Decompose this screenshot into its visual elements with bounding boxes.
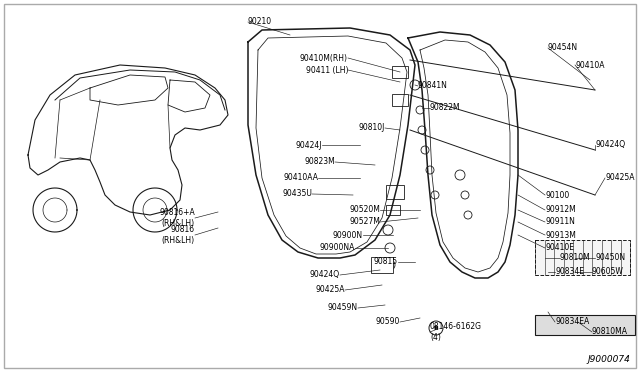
Text: 90810MA: 90810MA	[592, 327, 628, 337]
Text: 90834EA: 90834EA	[555, 317, 589, 327]
Text: 90900NA: 90900NA	[319, 244, 355, 253]
Text: 90424J: 90424J	[296, 141, 322, 150]
Text: 90810M: 90810M	[560, 253, 591, 263]
Bar	[392, 94, 408, 106]
Text: 90605W: 90605W	[592, 267, 624, 276]
Bar	[386, 185, 404, 199]
Text: 90815: 90815	[374, 257, 398, 266]
Text: J9000074: J9000074	[587, 355, 630, 364]
Text: 90810J: 90810J	[358, 124, 385, 132]
Text: 90410AA: 90410AA	[283, 173, 318, 183]
Text: 90816
(RH&LH): 90816 (RH&LH)	[162, 225, 195, 245]
Bar	[392, 66, 408, 78]
Text: 90834E: 90834E	[555, 267, 584, 276]
Text: 90210: 90210	[248, 17, 272, 26]
Circle shape	[429, 321, 443, 335]
Text: 90454N: 90454N	[548, 44, 578, 52]
Text: 90900N: 90900N	[333, 231, 363, 240]
Text: 90911N: 90911N	[545, 218, 575, 227]
Text: 90520M: 90520M	[349, 205, 380, 215]
Text: 90459N: 90459N	[328, 304, 358, 312]
Text: 90425A: 90425A	[605, 173, 634, 183]
Bar	[535, 315, 635, 335]
Text: 90424Q: 90424Q	[310, 270, 340, 279]
Text: 90424Q: 90424Q	[595, 141, 625, 150]
Text: 90841N: 90841N	[418, 81, 448, 90]
Text: 90823M: 90823M	[304, 157, 335, 167]
Text: 08146-6162G
(4): 08146-6162G (4)	[430, 322, 482, 342]
Text: 90411 (LH): 90411 (LH)	[305, 65, 348, 74]
Text: 90100: 90100	[545, 190, 569, 199]
Text: 90410A: 90410A	[575, 61, 605, 70]
Text: 90527M: 90527M	[349, 218, 380, 227]
Text: B: B	[433, 326, 438, 330]
Text: 90425A: 90425A	[316, 285, 345, 295]
Bar	[371, 257, 393, 273]
Bar	[386, 205, 400, 215]
Text: 90822M: 90822M	[430, 103, 461, 112]
Text: 90435U: 90435U	[282, 189, 312, 199]
Text: 90450N: 90450N	[595, 253, 625, 263]
Bar	[535, 240, 630, 275]
Text: 90816+A
(RH&LH): 90816+A (RH&LH)	[159, 208, 195, 228]
Text: 90912M: 90912M	[545, 205, 576, 215]
Text: 90913M: 90913M	[545, 231, 576, 240]
Text: 90410E: 90410E	[545, 244, 574, 253]
Text: 90410M(RH): 90410M(RH)	[300, 54, 348, 62]
Text: 90590: 90590	[376, 317, 400, 327]
